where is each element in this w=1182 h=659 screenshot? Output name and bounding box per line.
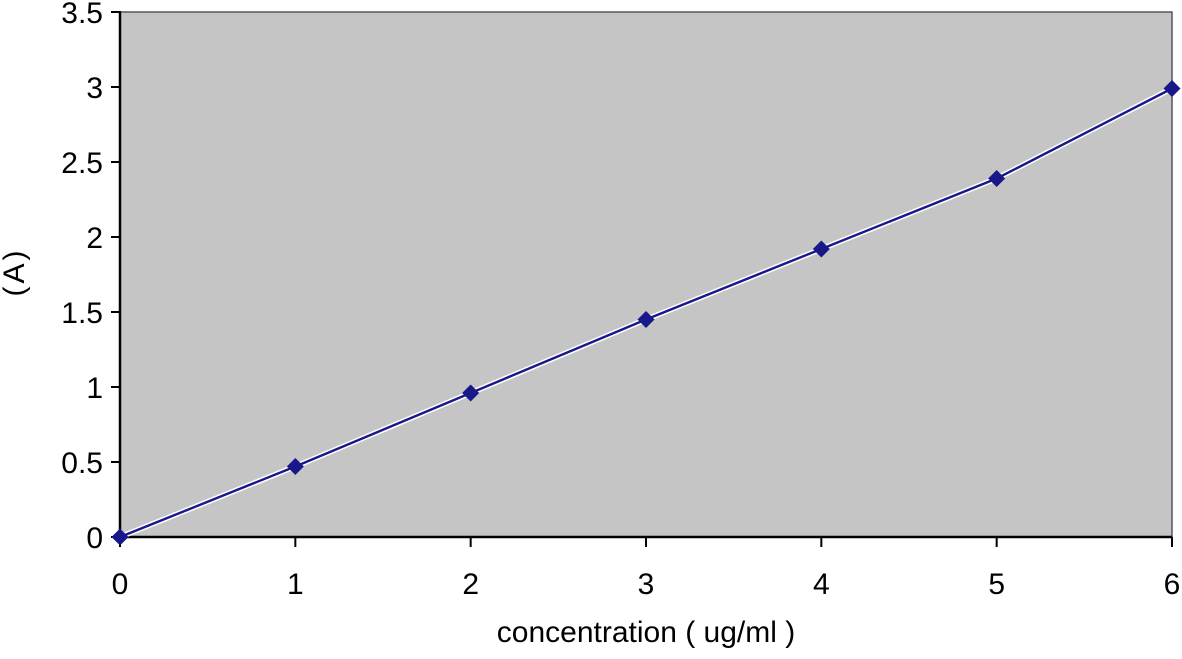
x-tick-label: 1 <box>287 568 304 601</box>
y-tick-label: 1 <box>86 372 103 405</box>
y-tick-label: 0.5 <box>61 447 103 480</box>
data-point-marker <box>111 528 129 546</box>
y-tick-label: 2.5 <box>61 147 103 180</box>
x-tick-label: 0 <box>112 568 129 601</box>
data-point-marker <box>637 311 655 328</box>
x-tick-label: 2 <box>462 568 479 601</box>
y-tick-label: 0 <box>86 522 103 555</box>
y-axis-title: (A) <box>0 247 31 297</box>
data-point-marker <box>462 384 480 402</box>
x-tick-label: 4 <box>813 568 830 601</box>
x-axis-title: concentration ( ug/ml ) <box>496 616 796 649</box>
data-point-marker <box>812 240 830 258</box>
x-tick-label: 5 <box>988 568 1005 601</box>
data-point-marker <box>988 170 1006 187</box>
y-tick-label: 1.5 <box>61 297 103 330</box>
data-point-marker <box>1163 80 1181 97</box>
y-tick-label: 3 <box>86 72 103 105</box>
plot-area <box>119 11 1173 538</box>
y-tick-label: 3.5 <box>61 0 103 30</box>
x-tick-label: 3 <box>638 568 655 601</box>
data-point-marker <box>286 458 304 475</box>
x-tick-label: 6 <box>1164 568 1181 601</box>
y-tick-label: 2 <box>86 222 103 255</box>
